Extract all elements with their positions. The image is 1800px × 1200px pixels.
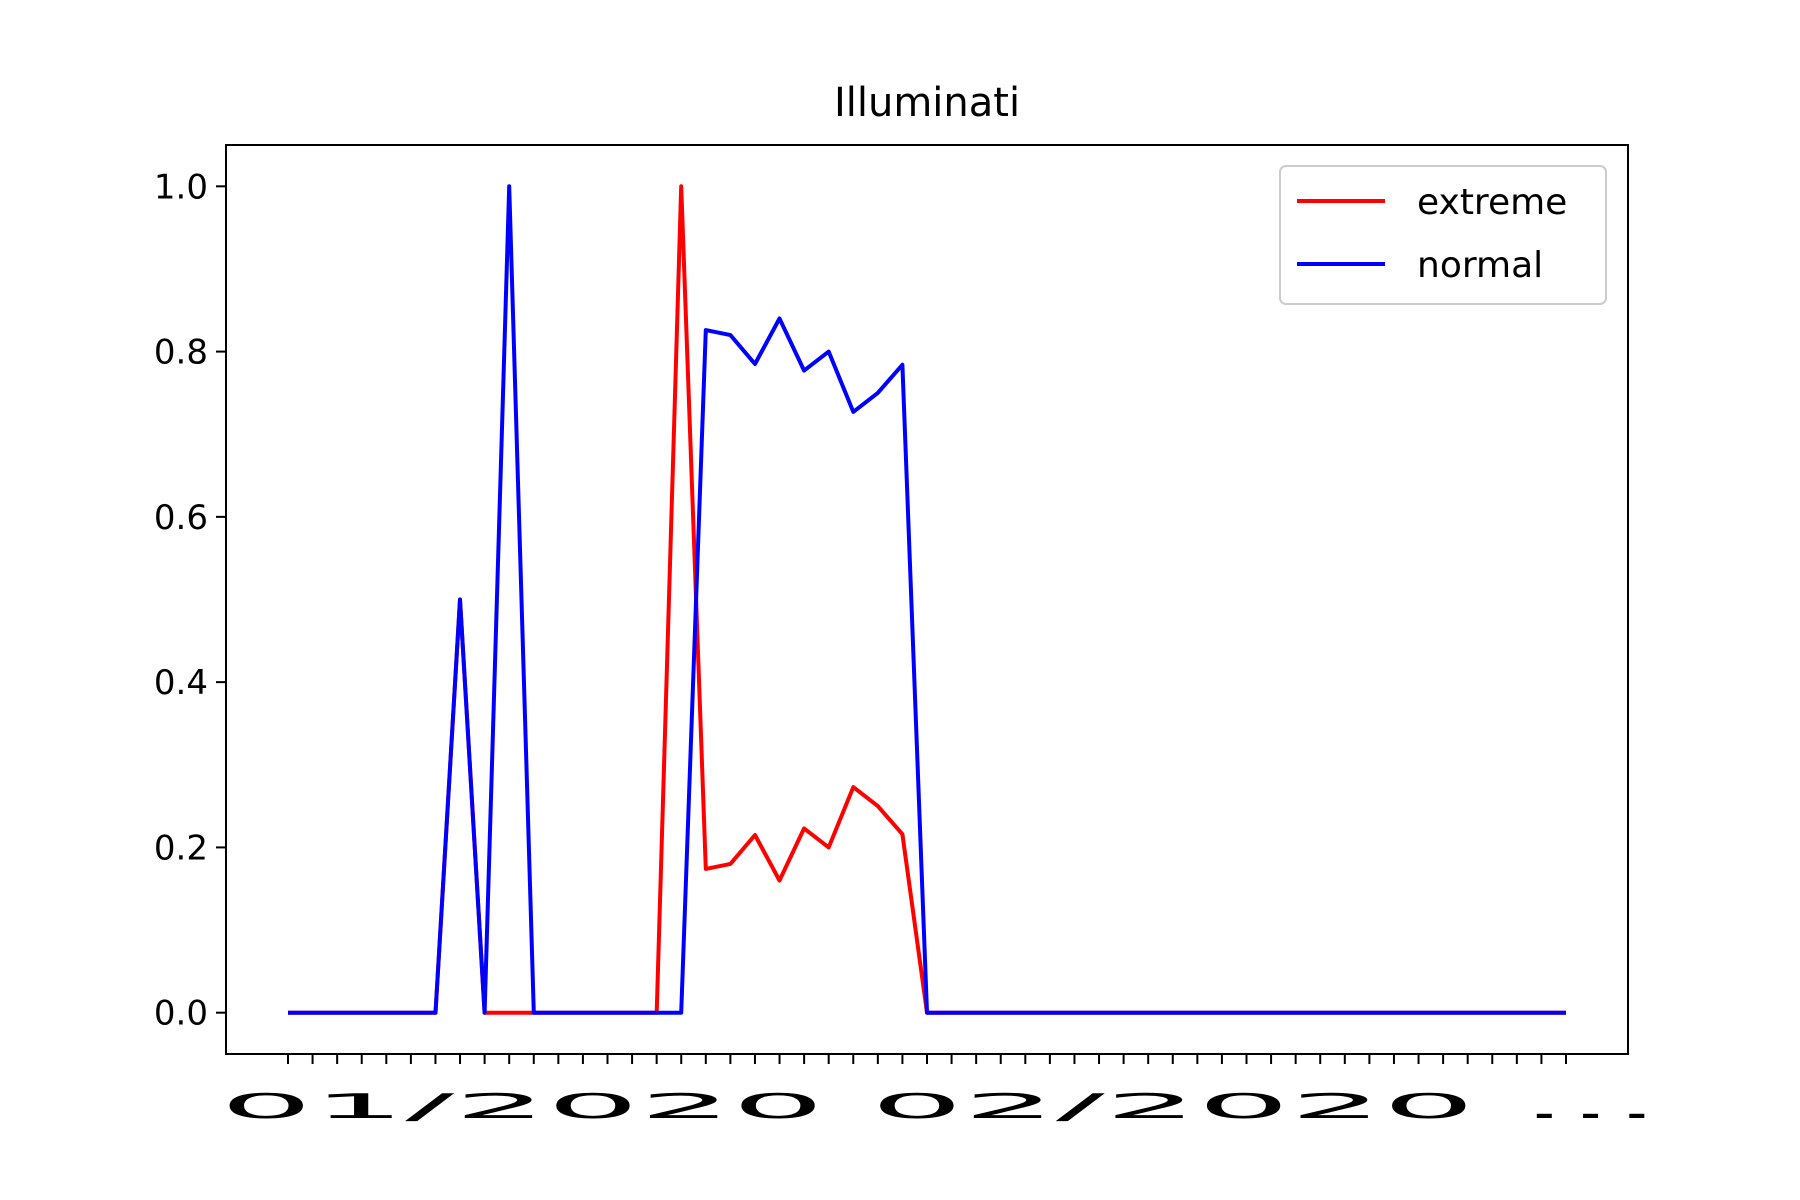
legend-label-normal: normal [1417, 245, 1543, 286]
y-tick-label: 1.0 [154, 167, 208, 207]
x-tick-labels: 01/2020 02/2020 ... [220, 1087, 1660, 1127]
y-tick-label: 0.2 [154, 828, 208, 868]
chart-title: Illuminati [834, 80, 1020, 126]
series-group [288, 184, 1566, 1015]
y-tick-label: 0.8 [154, 333, 208, 373]
legend: extreme normal [1279, 165, 1607, 305]
plot-frame [225, 144, 1629, 1055]
series-line-extreme [288, 184, 1566, 1015]
y-tick-label: 0.4 [154, 663, 208, 703]
legend-label-extreme: extreme [1417, 182, 1567, 223]
y-tick-label: 0.6 [154, 498, 208, 538]
y-tick-label: 0.0 [154, 994, 208, 1034]
series-line-normal [288, 184, 1566, 1015]
axis-ticks: 0.0 0.2 0.4 0.6 0.8 1.0 01/2020 02/2020 ... [154, 167, 1660, 1127]
